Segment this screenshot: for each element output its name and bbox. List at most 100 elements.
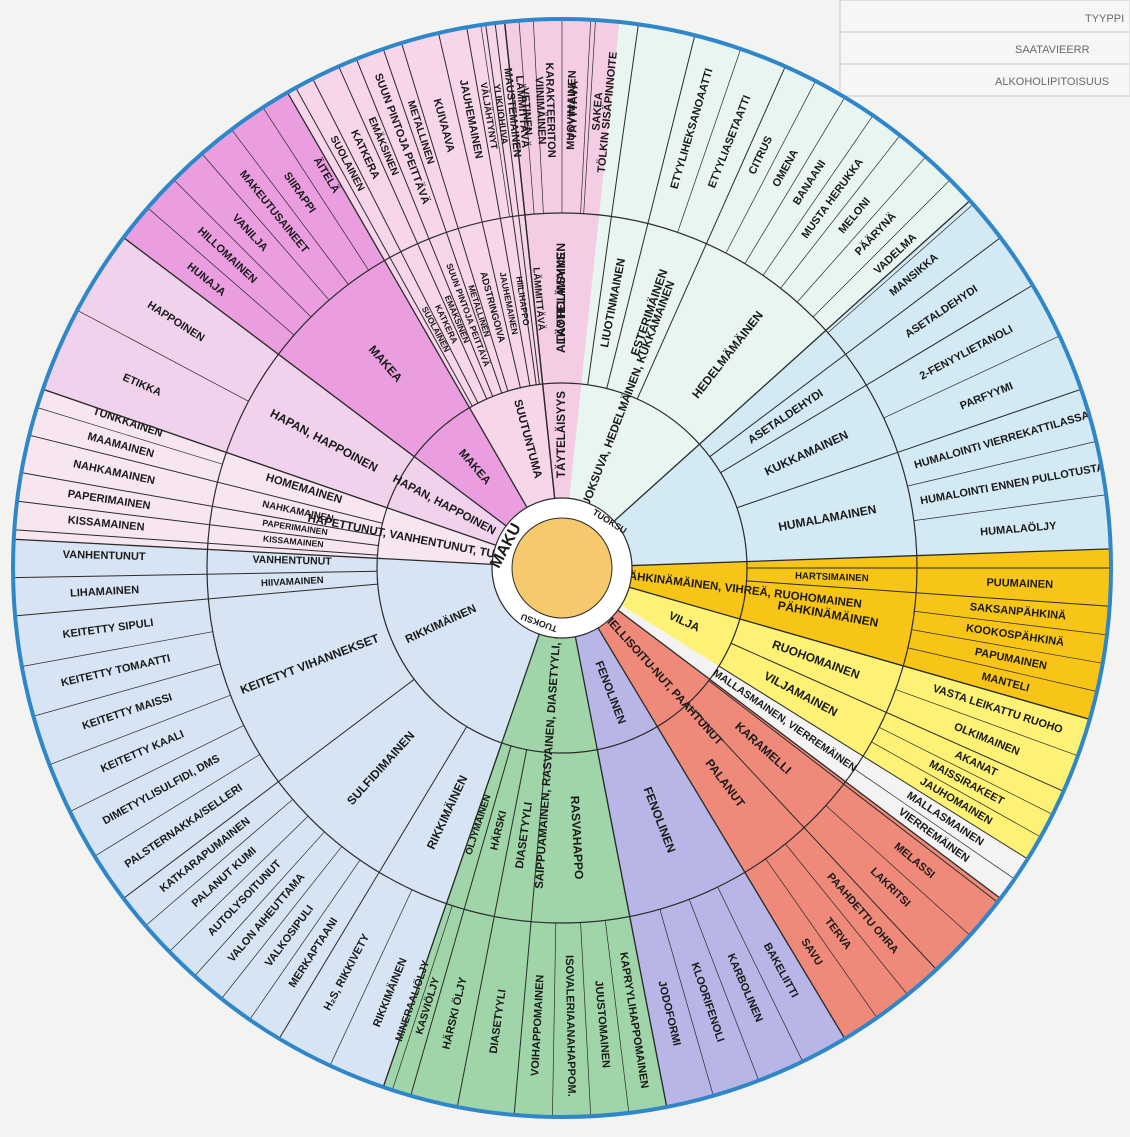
sector-2 [617, 548, 1111, 720]
outer-descriptor-label: SAKEA [590, 92, 605, 131]
outer-divider [825, 805, 971, 936]
outer-divider [77, 309, 249, 402]
mid-category-label: TÄYTELÄISYYS [553, 253, 568, 344]
sector-1 [605, 200, 1111, 566]
mid-divider [596, 749, 668, 1108]
outer-descriptor-label: PUUMAINEN [986, 577, 1053, 591]
mid-divider [401, 42, 509, 392]
mid-divider [494, 23, 540, 385]
mid-divider [636, 66, 786, 400]
sector-divider [604, 200, 971, 530]
sector-8 [13, 389, 508, 565]
mid-divider [295, 87, 473, 407]
outer-divider [94, 754, 261, 857]
mid-divider [504, 21, 544, 385]
outer-divider [725, 80, 816, 254]
mid-divider [739, 618, 1090, 720]
outer-divider [871, 741, 1041, 838]
outer-divider [914, 610, 1107, 636]
outer-divider [907, 647, 1098, 692]
sector-5 [573, 617, 845, 1107]
outer-divider [907, 441, 1097, 487]
mid-category-label: ALKOHOLIMAINEN [554, 243, 568, 353]
outer-divider [911, 629, 1103, 664]
outer-divider [677, 48, 742, 233]
outer-divider [604, 920, 630, 1113]
outer-descriptor-label: ISOVALERIAANAHAPPOM. [563, 955, 577, 1097]
outer-divider [879, 727, 1053, 815]
mid-divider [338, 66, 488, 400]
mid-divider [17, 500, 379, 546]
mid-category-label: RASVAHAPPO [568, 795, 586, 879]
mid-divider [21, 472, 380, 537]
outer-divider [145, 799, 293, 927]
mid-divider [513, 752, 547, 1115]
outer-divider [580, 922, 592, 1117]
mid-divider [13, 570, 378, 579]
outer-divider [659, 909, 714, 1096]
mid-divider [410, 745, 512, 1096]
outer-divider [173, 179, 312, 318]
mid-divider [485, 24, 537, 385]
outer-divider [201, 153, 330, 301]
outer-divider [392, 905, 453, 1091]
outer-divider [518, 20, 535, 215]
background-form: TYYPPI SAATAVIEERR ALKOHOLIPITOISUUS [839, 0, 1130, 97]
mid-category-label: HARTSIMAINEN [795, 571, 869, 585]
mid-divider [123, 237, 415, 458]
outer-divider [913, 494, 1107, 521]
mid-divider [312, 78, 479, 404]
mid-divider [656, 726, 846, 1039]
sector-9 [42, 237, 516, 550]
mid-divider [14, 529, 378, 556]
outer-descriptor-label: VANHENTUNUT [63, 549, 146, 563]
outer-descriptor-label: VIINIMÄINEN [532, 76, 548, 144]
sector-12 [504, 18, 620, 511]
outer-descriptor-label: LIHAMAINEN [70, 584, 140, 600]
sector-10 [123, 87, 534, 534]
hub-center [511, 517, 613, 619]
mid-divider [718, 665, 1028, 860]
mid-divider [355, 58, 494, 397]
outer-divider [249, 859, 361, 1020]
mid-divider [466, 27, 531, 386]
outer-divider [221, 846, 343, 999]
outer-descriptor-label: KARAKTEERITON [543, 62, 557, 157]
outer-divider [532, 19, 544, 214]
outer-divider [762, 115, 874, 276]
outer-divider [785, 843, 908, 995]
outer-divider [21, 631, 213, 667]
outer-divider [688, 899, 760, 1081]
outer-rim [11, 17, 1113, 1119]
outer-divider [33, 663, 221, 717]
mid-divider [29, 434, 383, 524]
outer-divider [883, 335, 1060, 419]
outer-descriptor-label: VOIHAPPOMAINEN [529, 974, 546, 1076]
outer-divider [69, 725, 244, 812]
form-field-alcohol: ALKOHOLIPITOISUUS [995, 76, 1109, 88]
wheel-rings: AROMAATTINEN, TUOKSUVA, HEDELMÄINEN, KUK… [11, 17, 1113, 1119]
inner-category-label: TÄYTELÄISYYS [555, 391, 568, 478]
mid-divider [123, 678, 415, 899]
outer-divider [827, 203, 974, 334]
sector-divider [607, 602, 1001, 899]
outer-divider [194, 831, 325, 977]
outer-divider [895, 689, 1079, 757]
mid-divider [746, 580, 1110, 607]
outer-divider [780, 135, 901, 289]
outer-divider [329, 889, 413, 1066]
sector-divider [13, 538, 505, 566]
mid-divider [587, 24, 639, 385]
sector-6 [383, 622, 667, 1117]
sector-4 [591, 602, 1001, 1039]
mid-divider [708, 680, 998, 903]
mid-divider [438, 32, 521, 388]
outer-divider [744, 97, 846, 264]
mid-divider [709, 237, 1001, 458]
outer-descriptor-label: HUMALAÖLJY [980, 519, 1058, 538]
sector-3 [611, 583, 1090, 859]
outer-divider [796, 156, 927, 303]
outer-descriptor-label: LÄMMITTÄVÄ [513, 75, 532, 149]
